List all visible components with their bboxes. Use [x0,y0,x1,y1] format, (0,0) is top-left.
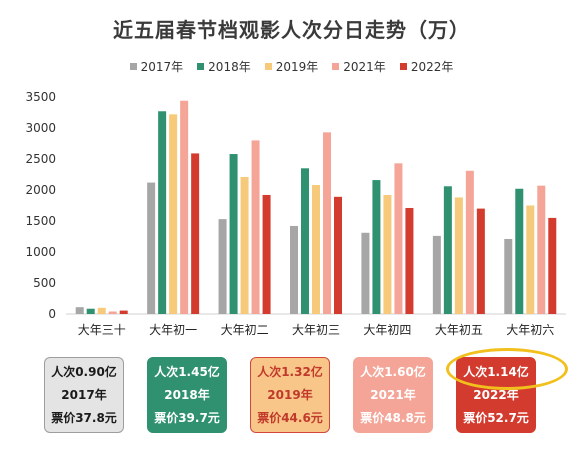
bar [158,111,167,314]
bar [334,196,342,314]
y-tick-label: 1500 [25,214,56,228]
legend-item: 2021年 [332,58,386,75]
legend-swatch [197,63,205,70]
bar [108,311,117,314]
highlight-ellipse [446,348,568,390]
bar-chart: 0 500 1000 1500 2000 2500 3000 3500 大年三十 大年初一 大年初二… [25,90,566,337]
bar [301,168,309,314]
legend-swatch [399,63,407,70]
summary-card: 人次1.45亿 2018年票价39.7元 [147,357,227,433]
x-tick-label: 大年初一 [149,323,197,337]
legend-label: 2022年 [410,60,454,74]
card-attendance: 人次1.60亿 [360,365,426,379]
bar [361,232,370,314]
legend-swatch [264,63,272,70]
bar [454,197,463,314]
legend-label: 2018年 [208,60,251,74]
bar [147,182,156,314]
legend-swatch [129,63,137,70]
bar [75,307,84,314]
card-year: 2018年 [164,388,210,402]
y-tick-label: 500 [33,276,56,290]
card-ticket-price: 票价52.7元 [463,411,529,425]
bar [394,163,403,314]
x-tick-label: 大年初三 [292,323,340,337]
bar [432,235,441,314]
legend-item: 2022年 [399,58,454,75]
x-tick-label: 大年初五 [435,323,483,337]
card-year: 2022年 [473,388,519,402]
bar [515,188,524,314]
bar [180,100,189,314]
bar [229,154,238,314]
bar [548,217,557,314]
card-attendance: 人次0.90亿 [51,365,117,379]
y-tick-label: 3500 [25,90,56,104]
bar [86,308,95,314]
card-ticket-price: 票价44.6元 [257,411,323,425]
x-tick-label: 大年三十 [78,323,126,337]
x-tick-label: 大年初四 [363,323,411,337]
card-attendance: 人次1.32亿 [257,365,323,379]
x-tick-label: 大年初二 [221,323,269,337]
bar [372,180,381,314]
legend: 2017年 2018年 2019年 2021年 2022年 [0,58,583,75]
card-ticket-price: 票价39.7元 [154,411,220,425]
bar [465,170,474,314]
card-year: 2019年 [267,388,313,402]
bar [476,208,485,314]
card-year: 2017年 [61,388,107,402]
bar [97,307,106,314]
y-tick-label: 1000 [25,245,56,259]
legend-item: 2017年 [129,58,184,75]
bar [383,194,392,314]
chart-title: 近五届春节档观影人次分日走势（万） [113,18,470,42]
summary-card: 人次1.60亿 2021年票价48.8元 [353,357,433,433]
x-tick-label: 大年初六 [506,323,554,337]
legend-label: 2019年 [275,60,319,74]
card-ticket-price: 票价37.8元 [51,411,117,425]
bar [537,185,546,314]
bar [119,310,128,314]
bar [312,185,320,314]
bar [504,238,513,314]
bar [218,219,227,314]
bar [240,176,249,314]
bar [443,186,452,314]
bar [323,132,331,314]
y-tick-label: 2000 [25,183,56,197]
legend-label: 2021年 [343,60,386,74]
legend-item: 2019年 [264,58,319,75]
bar [290,225,298,314]
bar [262,194,271,314]
bar [169,114,178,314]
legend-swatch [332,63,340,70]
summary-card: 人次0.90亿 2017年票价37.8元 [44,357,124,433]
bar [526,205,535,314]
bar [251,140,260,314]
y-tick-label: 0 [48,307,56,321]
card-attendance: 人次1.45亿 [154,365,220,379]
legend-item: 2018年 [197,58,251,75]
legend-label: 2017年 [140,60,184,74]
y-tick-label: 3000 [25,121,56,135]
summary-card: 人次1.32亿 2019年票价44.6元 [250,357,330,433]
bar [405,207,414,314]
bar [191,153,200,314]
card-ticket-price: 票价48.8元 [360,411,426,425]
y-tick-label: 2500 [25,152,56,166]
card-year: 2021年 [370,388,416,402]
